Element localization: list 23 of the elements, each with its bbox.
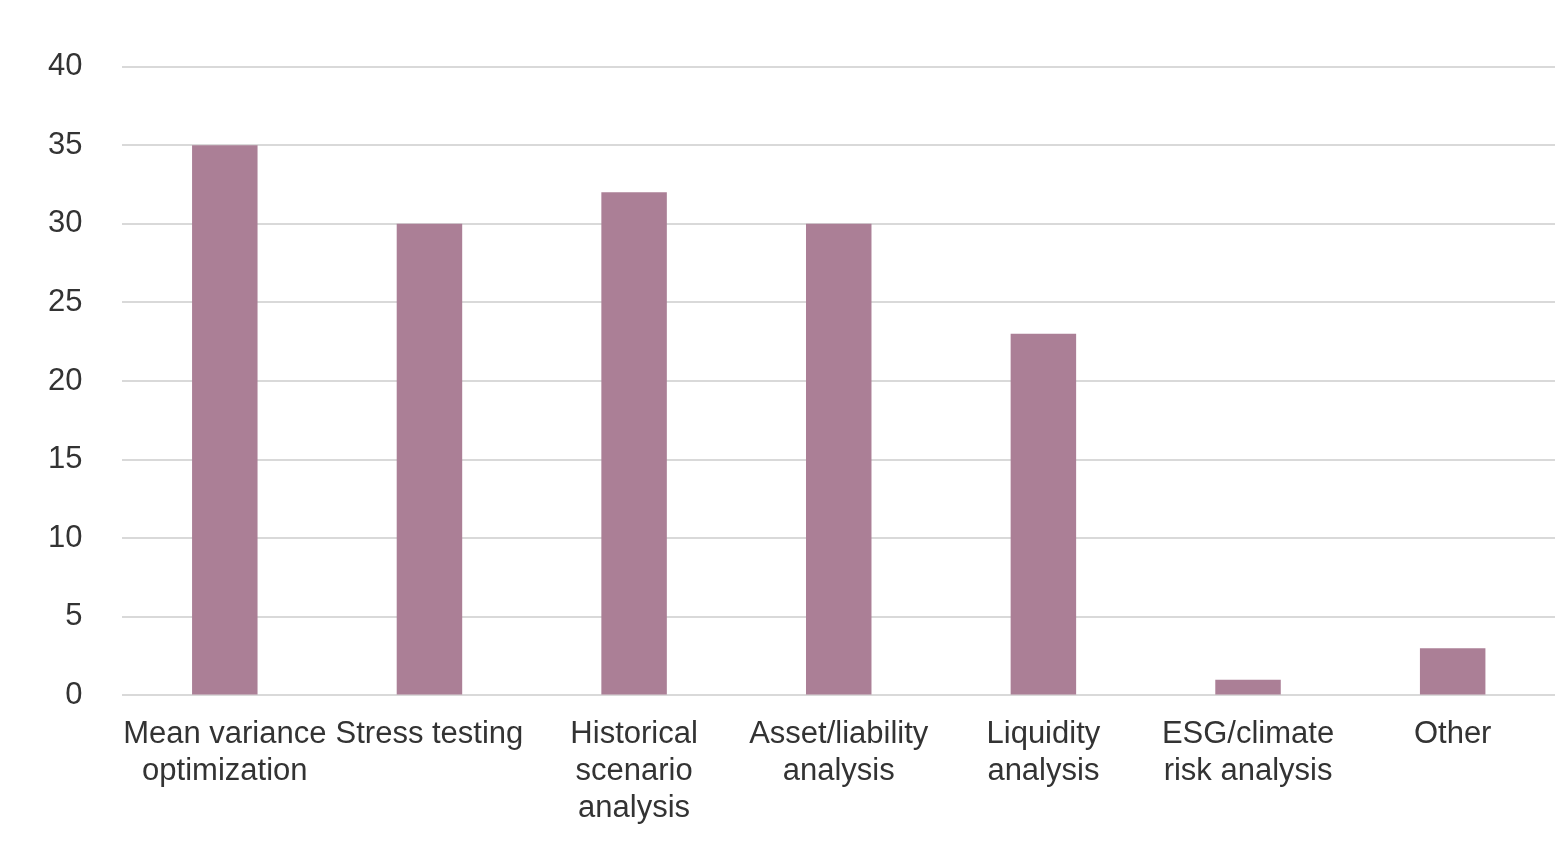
bar <box>1215 679 1281 695</box>
x-tick-label: Other <box>1413 714 1492 750</box>
bar <box>192 145 258 695</box>
y-tick-label: 15 <box>48 440 83 476</box>
bar <box>806 223 872 695</box>
x-tick-label: Stress testing <box>335 714 524 750</box>
x-tick-label: Mean variance optimization <box>123 714 327 787</box>
y-tick-label: 5 <box>65 597 83 633</box>
x-tick-label: Historical scenario analysis <box>570 714 698 824</box>
y-tick-label: 20 <box>48 361 83 397</box>
x-tick-label: Liquidity analysis <box>986 714 1101 787</box>
y-tick-label: 0 <box>65 675 83 711</box>
x-tick-label: ESG/climate risk analysis <box>1161 714 1335 787</box>
bar <box>396 223 463 695</box>
bar <box>1010 333 1077 695</box>
y-tick-label: 25 <box>48 282 83 318</box>
bar <box>601 192 667 695</box>
y-tick-label: 10 <box>48 518 83 554</box>
x-tick-label: Asset/liability analysis <box>749 714 929 787</box>
y-tick-label: 30 <box>48 204 83 240</box>
y-tick-label: 35 <box>48 125 83 161</box>
y-tick-label: 40 <box>48 47 83 83</box>
bar <box>1419 648 1486 695</box>
